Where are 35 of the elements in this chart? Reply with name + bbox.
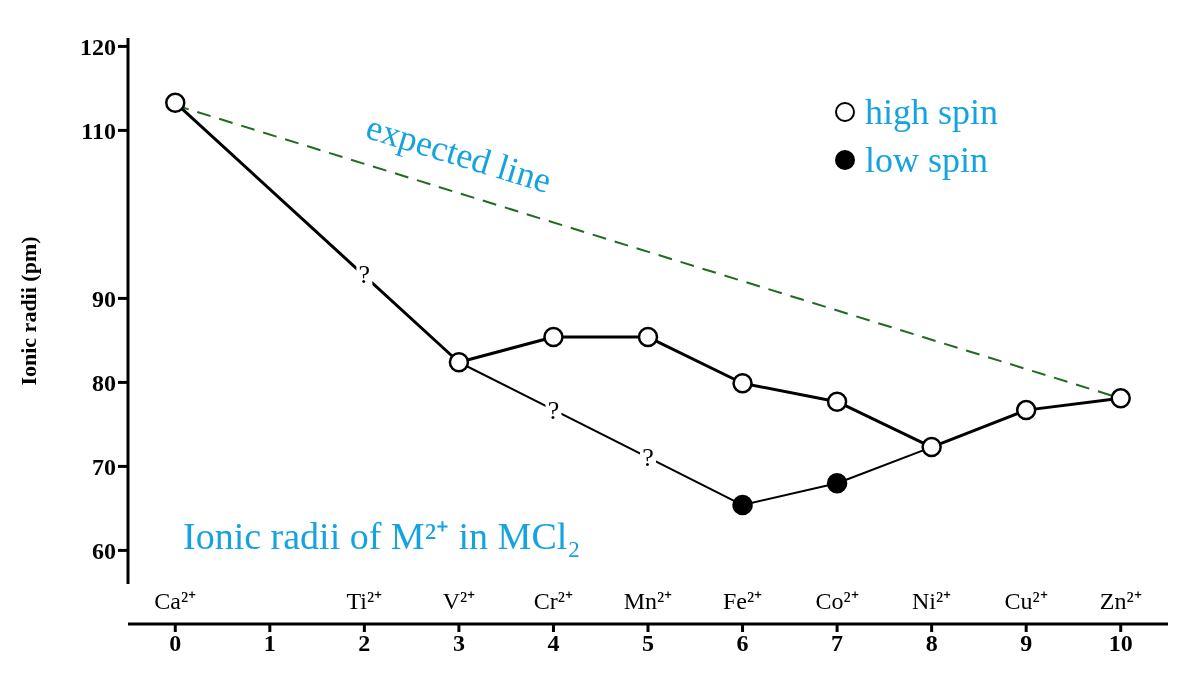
x2-tick-label: 7: [831, 630, 844, 657]
x-tick-label: V²⁺: [442, 588, 476, 615]
x2-tick-label: 0: [169, 630, 182, 657]
x2-tick-label: 3: [452, 630, 465, 657]
y-tick-label: 80: [92, 369, 116, 396]
y-tick-label: 110: [81, 117, 116, 144]
x-tick-label: Co²⁺: [815, 588, 859, 615]
x-tick-label: Zn²⁺: [1099, 588, 1142, 615]
x2-tick-label: 6: [736, 630, 749, 657]
annotation: ?: [547, 395, 560, 425]
x-tick-label: Ni²⁺: [912, 588, 952, 615]
x2-tick-label: 2: [358, 630, 371, 657]
x-tick-label: Ca²⁺: [154, 588, 197, 615]
y-axis-title: Ionic radii (pm): [15, 236, 41, 386]
x-tick-label: Fe²⁺: [722, 588, 763, 615]
x-tick-label: Cr²⁺: [533, 588, 574, 615]
y-tick-label: 120: [80, 33, 116, 60]
x2-tick-label: 10: [1108, 630, 1133, 657]
x-tick-label: Mn²⁺: [623, 588, 673, 615]
x2-tick-label: 5: [642, 630, 654, 657]
annotation: ?: [358, 259, 371, 289]
x2-tick-label: 1: [263, 630, 276, 657]
x2-tick-label: 8: [925, 630, 938, 657]
y-tick-label: 60: [92, 537, 116, 564]
annotation: ?: [642, 442, 654, 472]
x-tick-label: Cu²⁺: [1004, 588, 1048, 615]
legend-label: low spin: [864, 139, 988, 182]
y-tick-label: 90: [92, 285, 116, 312]
x2-tick-label: 4: [547, 630, 560, 657]
annotation: Ionic radii of M²⁺ in MCl₂: [183, 514, 581, 559]
legend-label: high spin: [864, 91, 998, 134]
annotation: expected line: [361, 106, 557, 201]
x2-tick-label: 9: [1020, 630, 1033, 657]
x-tick-label: Ti²⁺: [346, 588, 383, 615]
y-tick-label: 70: [92, 453, 116, 480]
